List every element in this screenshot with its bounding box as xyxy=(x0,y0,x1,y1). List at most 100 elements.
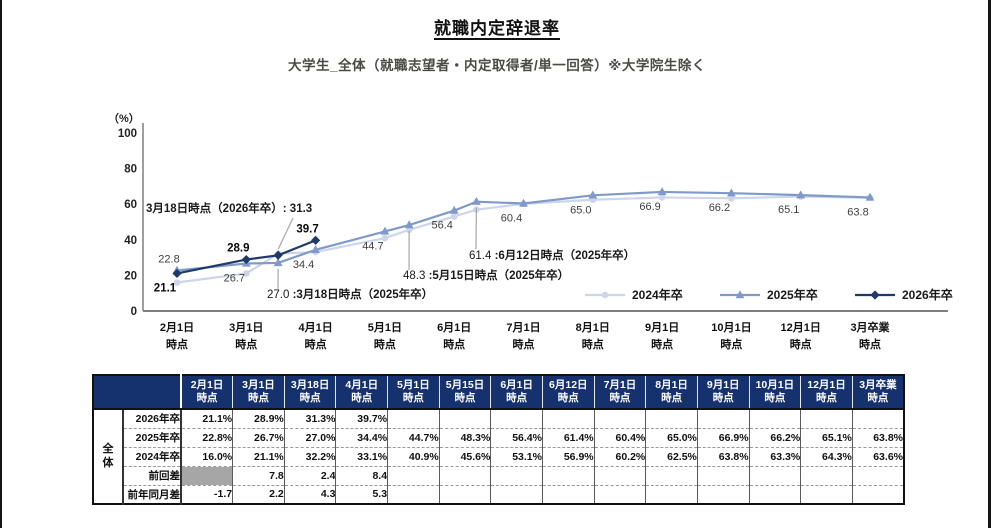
table-cell xyxy=(490,409,543,428)
table-col-header: 5月15日 時点 xyxy=(438,375,491,410)
annotation-leader xyxy=(277,217,294,250)
table-col-header: 5月1日 時点 xyxy=(387,375,440,410)
table-row-label: 2025年卒 xyxy=(123,427,182,447)
point-label: 56.4 xyxy=(431,220,452,232)
table-cell xyxy=(593,409,646,428)
y-tick-label: 80 xyxy=(124,164,137,176)
table-cell xyxy=(180,465,233,485)
diamond-marker xyxy=(172,268,182,279)
col-header-date: 6月12日 xyxy=(549,378,588,391)
annotation-text: 48.3 :5月15日時点（2025年卒） xyxy=(403,268,569,282)
chart-text: 9月1日 xyxy=(645,321,679,334)
triangle-marker xyxy=(380,226,390,235)
page-title: 就職内定辞退率 xyxy=(434,19,560,38)
circle-marker xyxy=(601,291,609,299)
col-header-date: 9月1日 xyxy=(706,378,740,391)
table-cell xyxy=(387,484,440,504)
triangle-marker xyxy=(519,198,528,207)
col-header-date: 5月1日 xyxy=(397,378,430,391)
table-row-label: 2026年卒 xyxy=(123,409,182,428)
chart-text: 時点 xyxy=(235,337,257,351)
table-cell: 48.3% xyxy=(438,427,491,447)
triangle-marker xyxy=(471,196,481,205)
col-header-sub: 時点 xyxy=(247,392,269,404)
triangle-marker xyxy=(796,190,806,199)
table-cell: 7.8 xyxy=(232,465,285,485)
table-cell: 63.6% xyxy=(851,446,904,466)
table-row: 2024年卒 16.0% 21.1% 32.2% 33.1% 40.9% 45.6% 53.1… xyxy=(93,446,904,466)
col-header-date: 3月18日 xyxy=(290,378,330,391)
table-cell: 62.5% xyxy=(645,446,698,466)
point-label: 63.8 xyxy=(847,206,868,218)
triangle-marker xyxy=(735,290,745,299)
table-cell: 32.2% xyxy=(283,446,336,466)
chart-text: 時点 xyxy=(374,337,396,351)
table-cell: -1.7 xyxy=(180,484,233,504)
point-label: 39.7 xyxy=(296,223,318,235)
circle-marker xyxy=(728,195,735,202)
col-header-date: 8月1日 xyxy=(655,378,688,391)
table-row-label: 前回差 xyxy=(123,465,182,485)
y-tick-label: 60 xyxy=(124,199,137,211)
chart-text: 時点 xyxy=(305,337,327,351)
table-cell: 16.0% xyxy=(180,446,233,466)
table-cell: 66.2% xyxy=(748,427,801,447)
series-2025-line xyxy=(176,190,871,272)
table-cell xyxy=(541,484,595,504)
col-header-date: 5月15日 xyxy=(445,378,485,391)
table-cell: 39.7% xyxy=(335,409,388,428)
y-tick-label: 20 xyxy=(124,270,137,282)
table-col-header: 7月1日 時点 xyxy=(593,375,646,410)
table-cell: 8.4 xyxy=(335,465,388,485)
annotation-text: 61.4 :6月12日時点（2025年卒） xyxy=(469,248,635,262)
chart-text: 時点 xyxy=(651,337,673,351)
table-col-header: 9月1日 時点 xyxy=(696,375,750,410)
table-cell xyxy=(851,484,904,504)
table-row: 前回差 7.8 2.4 8.4 xyxy=(93,465,904,485)
triangle-marker xyxy=(865,192,875,201)
col-header-sub: 時点 xyxy=(196,392,218,404)
table-col-header: 10月1日 時点 xyxy=(748,375,801,410)
table-header: 2月1日 時点 3月1日 時点 3月18日 時点 4月1日 時点 5月1日 時点 5月15日 時点 6月… xyxy=(93,375,904,410)
table-col-header: 8月1日 時点 xyxy=(645,375,698,410)
table-cell: 22.8% xyxy=(180,427,233,447)
left-edge-line xyxy=(0,0,2,528)
chart-text: 6月1日 xyxy=(437,321,471,334)
col-header-date: 10月1日 xyxy=(755,378,795,391)
table-cell: 31.3% xyxy=(283,409,336,428)
table-cell xyxy=(748,465,801,485)
chart-text: 5月1日 xyxy=(368,321,402,334)
table-cell: 44.7% xyxy=(387,427,440,447)
chart-text: 2月1日 xyxy=(160,321,194,334)
table-cell: 63.8% xyxy=(696,446,750,466)
table-cell xyxy=(645,484,698,504)
col-header-date: 6月1日 xyxy=(500,378,533,391)
table-cell xyxy=(490,465,543,485)
table-cell xyxy=(748,484,801,504)
table-cell: 61.4% xyxy=(541,427,595,447)
point-label: 28.9 xyxy=(227,243,249,255)
table-cell: 64.3% xyxy=(800,446,853,466)
group-label-char: 体 xyxy=(102,456,114,469)
annotation: 48.3 :5月15日時点（2025年卒） xyxy=(403,231,569,282)
y-axis-unit-label: （%） xyxy=(108,112,140,125)
table-cell xyxy=(593,465,646,485)
triangle-marker xyxy=(311,244,320,253)
table-cell: 65.0% xyxy=(645,427,698,447)
table-row-label: 前年同月差 xyxy=(123,484,182,504)
table-cell: 40.9% xyxy=(387,446,440,466)
point-label: 66.2 xyxy=(709,202,730,214)
table-cell xyxy=(696,409,750,428)
series-2026: 21.1 28.9 39.7 xyxy=(154,223,321,294)
circle-marker xyxy=(450,213,458,220)
table-cell xyxy=(748,409,801,428)
table-col-header: 6月1日 時点 xyxy=(490,375,543,410)
table-cell xyxy=(541,409,595,428)
table-cell: 65.1% xyxy=(800,427,853,447)
annotation: 3月18日時点（2026年卒）: 31.3 xyxy=(146,201,312,250)
table-cell: 21.1% xyxy=(180,409,233,428)
